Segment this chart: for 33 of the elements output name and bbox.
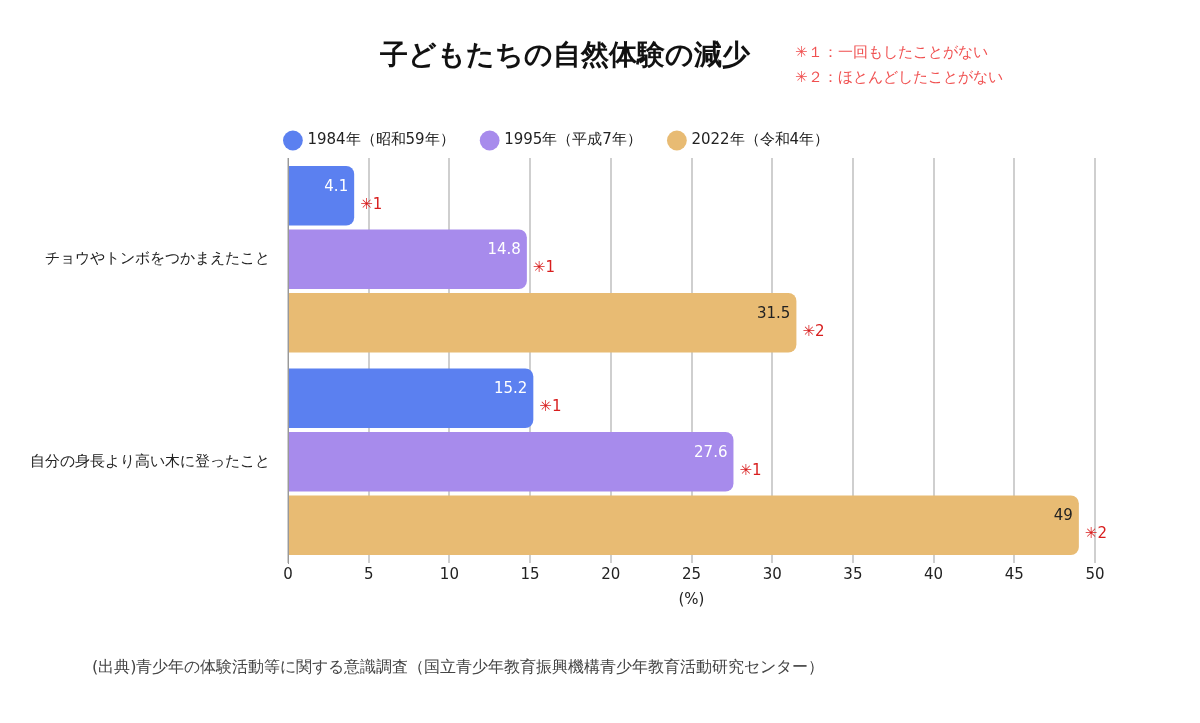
x-tick-label: 50 — [1085, 564, 1105, 583]
chart-title: 子どもたちの自然体験の減少 — [380, 38, 750, 71]
x-tick-label: 0 — [283, 564, 293, 583]
text: (出典)青少年の体験活動等に関する意識調査（国立青少年教育振興機構青少年教育活動研究センター） — [92, 657, 825, 678]
bar — [289, 292, 797, 353]
data-label: 14.8 ✳1 — [487, 240, 555, 277]
bar — [289, 368, 534, 429]
data-label: 27.6 ✳1 — [694, 442, 762, 479]
legend-label: 1995年（平成7年） — [504, 130, 642, 149]
x-tick-label: 5 — [363, 564, 374, 583]
bar — [289, 165, 355, 226]
x-axis-title: (%) — [678, 589, 705, 608]
bar — [289, 229, 527, 290]
y-tick-label: チョウやトンボをつかまえたこと — [45, 249, 270, 268]
data-label: 4.1 ✳1 — [324, 176, 383, 213]
data-label: 49 ✳2 — [1053, 506, 1107, 543]
x-tick-label: 40 — [924, 564, 944, 583]
text: ✳１：一回もしたことがない — [795, 42, 989, 63]
x-tick-label: 20 — [601, 564, 621, 583]
x-tick-label: 15 — [520, 564, 540, 583]
text: ✳２：ほとんどしたことがない — [795, 67, 1003, 88]
x-tick-label: 10 — [439, 564, 459, 583]
bar — [289, 495, 1079, 556]
bar — [289, 431, 734, 492]
data-label: 15.2 ✳1 — [493, 379, 562, 416]
y-tick-label: 自分の身長より高い木に登ったこと — [30, 451, 270, 470]
data-label: 31.5 ✳2 — [757, 303, 825, 340]
x-tick-label: 25 — [681, 564, 702, 583]
x-tick-label: 45 — [1004, 564, 1024, 583]
x-tick-label: 35 — [843, 564, 863, 583]
x-tick-label: 30 — [762, 564, 782, 583]
legend-label: 2022年（令和4年） — [691, 130, 830, 149]
legend-label: 1984年（昭和59年） — [307, 130, 455, 149]
